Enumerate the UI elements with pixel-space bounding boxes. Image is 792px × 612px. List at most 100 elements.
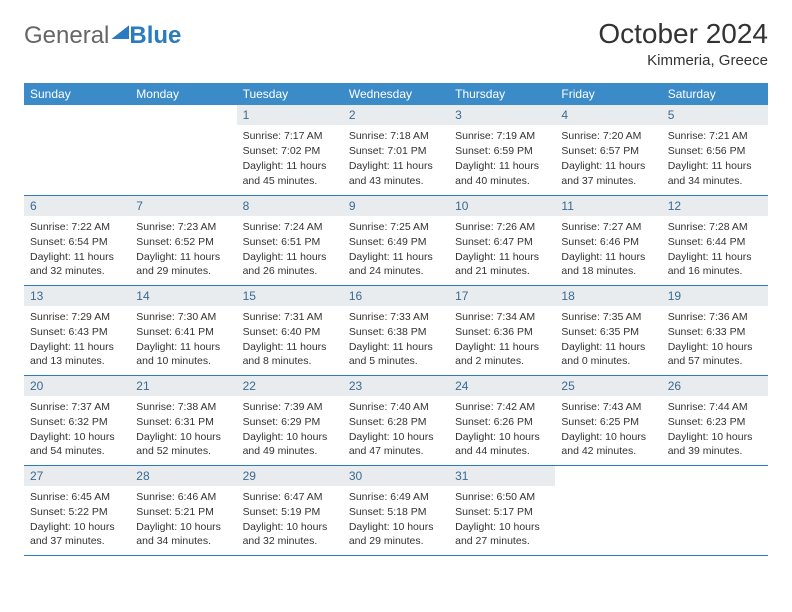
day-header: Wednesday: [343, 83, 449, 105]
sunset-line: Sunset: 6:43 PM: [30, 325, 124, 339]
daylight-line: Daylight: 10 hours and 49 minutes.: [243, 430, 337, 458]
sunrise-line: Sunrise: 6:46 AM: [136, 490, 230, 504]
daylight-line: Daylight: 11 hours and 43 minutes.: [349, 159, 443, 187]
day-body: Sunrise: 7:40 AMSunset: 6:28 PMDaylight:…: [343, 396, 449, 464]
title-block: October 2024 Kimmeria, Greece: [598, 18, 768, 69]
day-number: 12: [662, 196, 768, 216]
day-body: Sunrise: 7:20 AMSunset: 6:57 PMDaylight:…: [555, 125, 661, 193]
sunrise-line: Sunrise: 7:20 AM: [561, 129, 655, 143]
sunrise-line: Sunrise: 7:35 AM: [561, 310, 655, 324]
daylight-line: Daylight: 10 hours and 44 minutes.: [455, 430, 549, 458]
sunset-line: Sunset: 5:21 PM: [136, 505, 230, 519]
day-number: 22: [237, 376, 343, 396]
sunset-line: Sunset: 6:29 PM: [243, 415, 337, 429]
daylight-line: Daylight: 10 hours and 42 minutes.: [561, 430, 655, 458]
day-number: 17: [449, 286, 555, 306]
calendar-cell: 28Sunrise: 6:46 AMSunset: 5:21 PMDayligh…: [130, 465, 236, 555]
day-body: Sunrise: 7:21 AMSunset: 6:56 PMDaylight:…: [662, 125, 768, 193]
calendar-cell: 10Sunrise: 7:26 AMSunset: 6:47 PMDayligh…: [449, 195, 555, 285]
sunset-line: Sunset: 6:59 PM: [455, 144, 549, 158]
day-body: Sunrise: 7:29 AMSunset: 6:43 PMDaylight:…: [24, 306, 130, 374]
calendar-cell: [555, 465, 661, 555]
day-body: Sunrise: 7:34 AMSunset: 6:36 PMDaylight:…: [449, 306, 555, 374]
calendar-header-row: Sunday Monday Tuesday Wednesday Thursday…: [24, 83, 768, 105]
daylight-line: Daylight: 11 hours and 10 minutes.: [136, 340, 230, 368]
header: General Blue October 2024 Kimmeria, Gree…: [24, 18, 768, 69]
sunset-line: Sunset: 6:31 PM: [136, 415, 230, 429]
day-body: Sunrise: 7:31 AMSunset: 6:40 PMDaylight:…: [237, 306, 343, 374]
calendar-cell: 20Sunrise: 7:37 AMSunset: 6:32 PMDayligh…: [24, 375, 130, 465]
sunrise-line: Sunrise: 7:25 AM: [349, 220, 443, 234]
calendar-cell: 19Sunrise: 7:36 AMSunset: 6:33 PMDayligh…: [662, 285, 768, 375]
calendar-cell: 11Sunrise: 7:27 AMSunset: 6:46 PMDayligh…: [555, 195, 661, 285]
day-body: Sunrise: 7:37 AMSunset: 6:32 PMDaylight:…: [24, 396, 130, 464]
sunset-line: Sunset: 6:38 PM: [349, 325, 443, 339]
month-title: October 2024: [598, 18, 768, 50]
sunrise-line: Sunrise: 7:31 AM: [243, 310, 337, 324]
calendar-cell: 17Sunrise: 7:34 AMSunset: 6:36 PMDayligh…: [449, 285, 555, 375]
day-number: 30: [343, 466, 449, 486]
day-body: Sunrise: 7:39 AMSunset: 6:29 PMDaylight:…: [237, 396, 343, 464]
day-body: Sunrise: 7:43 AMSunset: 6:25 PMDaylight:…: [555, 396, 661, 464]
day-header: Thursday: [449, 83, 555, 105]
day-number: 19: [662, 286, 768, 306]
sunset-line: Sunset: 6:28 PM: [349, 415, 443, 429]
day-body: Sunrise: 7:44 AMSunset: 6:23 PMDaylight:…: [662, 396, 768, 464]
sunset-line: Sunset: 6:52 PM: [136, 235, 230, 249]
calendar-cell: 23Sunrise: 7:40 AMSunset: 6:28 PMDayligh…: [343, 375, 449, 465]
day-header: Monday: [130, 83, 236, 105]
daylight-line: Daylight: 11 hours and 0 minutes.: [561, 340, 655, 368]
sunset-line: Sunset: 6:40 PM: [243, 325, 337, 339]
day-header: Tuesday: [237, 83, 343, 105]
day-number: 16: [343, 286, 449, 306]
daylight-line: Daylight: 10 hours and 54 minutes.: [30, 430, 124, 458]
daylight-line: Daylight: 10 hours and 29 minutes.: [349, 520, 443, 548]
calendar-cell: 31Sunrise: 6:50 AMSunset: 5:17 PMDayligh…: [449, 465, 555, 555]
day-header: Sunday: [24, 83, 130, 105]
sunset-line: Sunset: 6:25 PM: [561, 415, 655, 429]
day-number: 18: [555, 286, 661, 306]
calendar-row: 13Sunrise: 7:29 AMSunset: 6:43 PMDayligh…: [24, 285, 768, 375]
sunrise-line: Sunrise: 6:49 AM: [349, 490, 443, 504]
calendar-cell: 3Sunrise: 7:19 AMSunset: 6:59 PMDaylight…: [449, 105, 555, 195]
sunset-line: Sunset: 6:33 PM: [668, 325, 762, 339]
daylight-line: Daylight: 10 hours and 39 minutes.: [668, 430, 762, 458]
sunrise-line: Sunrise: 7:30 AM: [136, 310, 230, 324]
day-header: Friday: [555, 83, 661, 105]
daylight-line: Daylight: 11 hours and 37 minutes.: [561, 159, 655, 187]
sunset-line: Sunset: 6:36 PM: [455, 325, 549, 339]
calendar-cell: 7Sunrise: 7:23 AMSunset: 6:52 PMDaylight…: [130, 195, 236, 285]
calendar-cell: 30Sunrise: 6:49 AMSunset: 5:18 PMDayligh…: [343, 465, 449, 555]
day-body: Sunrise: 7:26 AMSunset: 6:47 PMDaylight:…: [449, 216, 555, 284]
logo-text-general: General: [24, 22, 109, 50]
calendar-cell: 29Sunrise: 6:47 AMSunset: 5:19 PMDayligh…: [237, 465, 343, 555]
sunset-line: Sunset: 6:54 PM: [30, 235, 124, 249]
day-number: 27: [24, 466, 130, 486]
sunrise-line: Sunrise: 7:34 AM: [455, 310, 549, 324]
day-body: Sunrise: 6:47 AMSunset: 5:19 PMDaylight:…: [237, 486, 343, 554]
calendar-row: 1Sunrise: 7:17 AMSunset: 7:02 PMDaylight…: [24, 105, 768, 195]
sunrise-line: Sunrise: 7:36 AM: [668, 310, 762, 324]
day-number: 2: [343, 105, 449, 125]
day-number: 13: [24, 286, 130, 306]
sunrise-line: Sunrise: 7:24 AM: [243, 220, 337, 234]
day-number: 5: [662, 105, 768, 125]
day-body: Sunrise: 7:42 AMSunset: 6:26 PMDaylight:…: [449, 396, 555, 464]
calendar-cell: 14Sunrise: 7:30 AMSunset: 6:41 PMDayligh…: [130, 285, 236, 375]
daylight-line: Daylight: 11 hours and 21 minutes.: [455, 250, 549, 278]
sunrise-line: Sunrise: 6:50 AM: [455, 490, 549, 504]
calendar-cell: 22Sunrise: 7:39 AMSunset: 6:29 PMDayligh…: [237, 375, 343, 465]
daylight-line: Daylight: 11 hours and 18 minutes.: [561, 250, 655, 278]
sunset-line: Sunset: 6:35 PM: [561, 325, 655, 339]
sunset-line: Sunset: 6:44 PM: [668, 235, 762, 249]
day-number: 3: [449, 105, 555, 125]
day-body: Sunrise: 7:33 AMSunset: 6:38 PMDaylight:…: [343, 306, 449, 374]
day-body: Sunrise: 7:24 AMSunset: 6:51 PMDaylight:…: [237, 216, 343, 284]
daylight-line: Daylight: 11 hours and 5 minutes.: [349, 340, 443, 368]
sunrise-line: Sunrise: 7:43 AM: [561, 400, 655, 414]
sunrise-line: Sunrise: 7:37 AM: [30, 400, 124, 414]
day-header: Saturday: [662, 83, 768, 105]
sunrise-line: Sunrise: 7:44 AM: [668, 400, 762, 414]
day-body: Sunrise: 6:50 AMSunset: 5:17 PMDaylight:…: [449, 486, 555, 554]
daylight-line: Daylight: 11 hours and 24 minutes.: [349, 250, 443, 278]
